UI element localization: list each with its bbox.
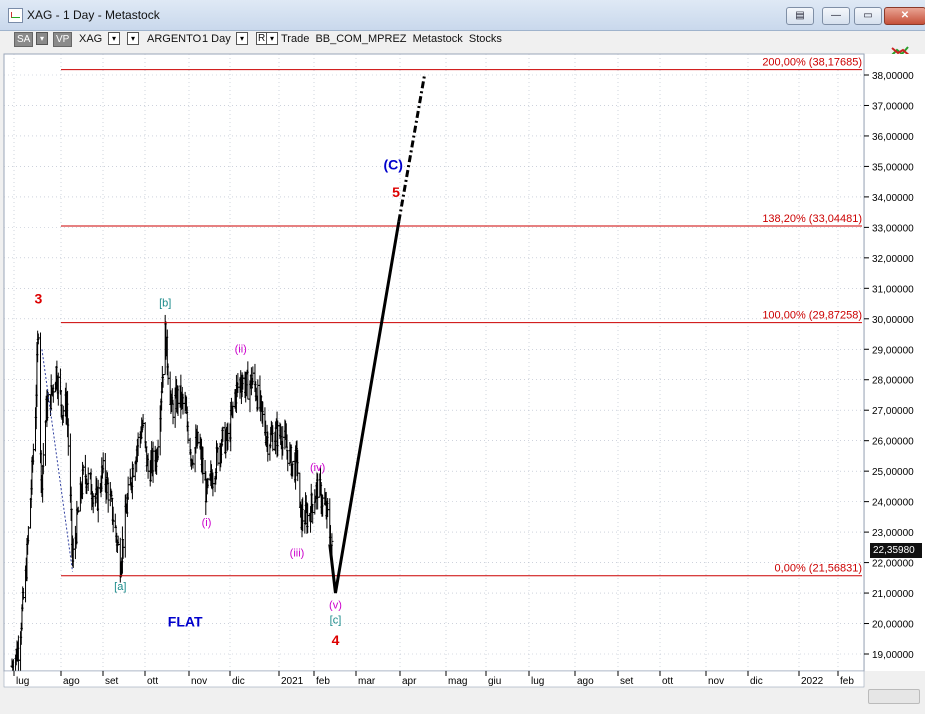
x-tick-label: feb [316, 676, 330, 687]
restore-layout-button[interactable]: ▤ [786, 7, 814, 25]
y-tick-label: 29,00000 [872, 345, 914, 356]
y-tick-label: 34,00000 [872, 193, 914, 204]
y-tick-label: 38,00000 [872, 71, 914, 82]
x-tick-label: nov [191, 676, 207, 687]
plot-background [3, 53, 865, 672]
x-tick-label: dic [750, 676, 763, 687]
y-tick-label: 36,00000 [872, 132, 914, 143]
last-price-tag: 22,35980 [870, 543, 922, 558]
x-axis-panel [3, 670, 865, 688]
wave-label: (i) [202, 517, 212, 529]
indicator-dropdown-icon[interactable]: ▾ [127, 32, 139, 45]
minimize-button[interactable]: — [822, 7, 850, 25]
sa-button[interactable]: SA [14, 32, 34, 47]
layout-text: Trade BB_COM_MPREZ Metastock Stocks [281, 33, 502, 45]
wave-label: 3 [34, 291, 42, 307]
y-tick-label: 26,00000 [872, 437, 914, 448]
fib-level-label: 138,20% (33,04481) [762, 213, 862, 225]
wave-label: [a] [114, 581, 126, 593]
x-tick-label: dic [232, 676, 245, 687]
wave-label: (ii) [235, 343, 247, 355]
x-tick-label: 2021 [281, 676, 304, 687]
x-tick-label: giu [488, 676, 501, 687]
y-tick-label: 24,00000 [872, 498, 914, 509]
x-tick-label: ago [577, 676, 594, 687]
x-tick-label: feb [840, 676, 854, 687]
x-tick-label: lug [16, 676, 29, 687]
r-dropdown-icon[interactable]: ▾ [266, 32, 278, 45]
trade-signal-icon[interactable] [890, 44, 914, 60]
x-tick-label: set [105, 676, 119, 687]
fib-level-label: 200,00% (38,17685) [762, 57, 862, 69]
sa-dropdown-icon[interactable]: ▾ [36, 32, 48, 45]
wave-label: (C) [383, 156, 402, 172]
x-tick-label: mar [358, 676, 376, 687]
y-tick-label: 35,00000 [872, 162, 914, 173]
y-tick-label: 21,00000 [872, 589, 914, 600]
x-tick-label: mag [448, 676, 467, 687]
window-title: XAG - 1 Day - Metastock [27, 8, 160, 22]
x-tick-label: ott [662, 676, 673, 687]
y-tick-label: 30,00000 [872, 315, 914, 326]
y-axis-panel [865, 54, 925, 671]
y-tick-label: 23,00000 [872, 528, 914, 539]
period-dropdown-icon[interactable]: ▾ [236, 32, 248, 45]
app-icon [8, 8, 23, 23]
x-tick-label: set [620, 676, 634, 687]
maximize-button[interactable]: ▭ [854, 7, 882, 25]
y-tick-label: 37,00000 [872, 101, 914, 112]
x-tick-label: ago [63, 676, 80, 687]
wave-label: 4 [332, 632, 340, 648]
instrument-name: ARGENTO [147, 33, 202, 45]
period-label: 1 Day [202, 33, 231, 45]
symbol-label: XAG [79, 33, 103, 45]
wave-label: [b] [159, 298, 171, 310]
x-tick-label: nov [708, 676, 724, 687]
y-tick-label: 28,00000 [872, 376, 914, 387]
y-tick-label: 27,00000 [872, 406, 914, 417]
x-tick-label: lug [531, 676, 544, 687]
vp-button[interactable]: VP [53, 32, 73, 47]
y-tick-label: 31,00000 [872, 284, 914, 295]
fib-level-label: 0,00% (21,56831) [775, 563, 862, 575]
x-tick-label: ott [147, 676, 158, 687]
y-tick-label: 22,00000 [872, 559, 914, 570]
wave-label: (iii) [290, 547, 305, 559]
price-chart[interactable]: 200,00% (38,17685) 138,20% (33,04481) 100,… [0, 50, 925, 709]
chart-area: 200,00% (38,17685) 138,20% (33,04481) 100,… [0, 50, 925, 709]
fib-level-label: 100,00% (29,87258) [762, 310, 862, 322]
wave-label: FLAT [168, 614, 203, 630]
wave-label: (iv) [310, 462, 325, 474]
y-tick-label: 20,00000 [872, 620, 914, 631]
wave-label: 5 [392, 184, 400, 200]
close-button[interactable]: ✕ [884, 7, 925, 25]
x-tick-label: 2022 [801, 676, 824, 687]
y-tick-label: 19,00000 [872, 650, 914, 661]
wave-label: [c] [330, 615, 342, 627]
horizontal-scrollbar[interactable] [868, 689, 920, 704]
title-bar: XAG - 1 Day - Metastock ▤ — ▭ ✕ [0, 0, 925, 31]
dotted-trendline [41, 349, 74, 572]
wave-label: (v) [329, 599, 342, 611]
y-tick-label: 32,00000 [872, 254, 914, 265]
y-tick-label: 25,00000 [872, 467, 914, 478]
x-tick-label: apr [402, 676, 417, 687]
projection-dashed-line [397, 74, 427, 222]
chart-toolbar: SA ▾ VP XAG ▾ ▾ ARGENTO 1 Day ▾ R ▾ Trad… [0, 30, 925, 50]
symbol-dropdown-icon[interactable]: ▾ [108, 32, 120, 45]
y-tick-label: 33,00000 [872, 223, 914, 234]
projection-solid-line [328, 221, 401, 594]
